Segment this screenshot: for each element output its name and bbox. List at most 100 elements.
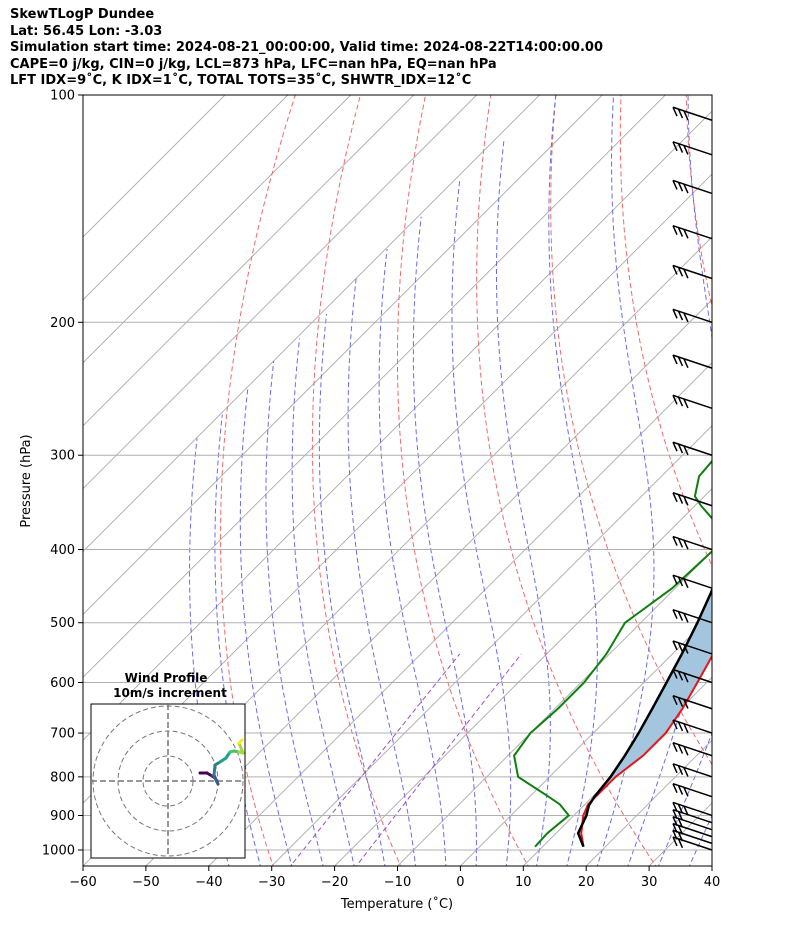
isotherm-line	[83, 95, 415, 427]
wind-barb-flag	[677, 721, 684, 732]
wind-barb-staff	[672, 441, 713, 456]
y-tick-label: 100	[50, 89, 75, 104]
indices-line-1: CAPE=0 j/kg, CIN=0 j/kg, LCL=873 hPa, LF…	[10, 56, 497, 72]
wind-barb-staff	[672, 308, 713, 323]
wind-barb-flag	[672, 830, 678, 840]
x-axis-label: Temperature (˚C)	[340, 896, 453, 912]
wind-barb-staff	[672, 829, 713, 845]
wind-barb-flag	[683, 787, 689, 797]
wind-barb-flag	[683, 183, 689, 194]
parcel-profile-line	[576, 587, 712, 848]
y-tick-label: 200	[50, 316, 75, 331]
wind-barb-flag	[672, 695, 678, 706]
wind-barb-flag	[677, 818, 684, 828]
x-tick-label: −40	[195, 875, 222, 890]
wind-barb	[672, 141, 713, 156]
wind-barb-flag	[677, 396, 684, 407]
wind-barb	[672, 441, 713, 456]
wind-barb-flag	[683, 613, 689, 623]
chart-title: SkewTLogP Dundee	[10, 7, 155, 22]
wind-barb-flag	[677, 671, 684, 681]
wind-barb	[672, 308, 713, 323]
wind-barb-flag	[677, 143, 684, 153]
wind-barb-flag	[677, 443, 684, 454]
wind-barb	[672, 574, 713, 589]
wind-barb-flag	[672, 106, 678, 117]
wind-barb	[672, 801, 713, 817]
isotherm-line	[396, 550, 712, 866]
dewpoint-profile-line	[513, 459, 712, 848]
dry-adiabat-line	[751, 95, 794, 869]
x-tick-label: 30	[641, 875, 658, 890]
wind-barb-flag	[683, 496, 689, 506]
wind-barb-flag	[683, 767, 689, 777]
inset-title: Wind Profile	[125, 671, 208, 685]
y-tick-label: 500	[50, 616, 75, 631]
wind-barb	[672, 816, 713, 831]
y-tick-label: 900	[50, 809, 75, 824]
isotherm-line	[271, 425, 712, 866]
wind-barb	[672, 394, 713, 410]
wind-barb-flag	[672, 783, 678, 794]
wind-barb-flag	[683, 578, 689, 589]
wind-barb-flag	[677, 838, 684, 849]
wind-barb-flag	[683, 268, 689, 279]
moist-adiabat-line	[412, 216, 477, 866]
location-line: Lat: 56.45 Lon: -3.03	[10, 23, 163, 39]
wind-barb-flag	[677, 697, 684, 707]
isotherm-line	[83, 95, 541, 553]
isotherm-line	[585, 739, 712, 866]
isotherm-line	[145, 299, 712, 866]
cin-shaded-area	[578, 590, 712, 847]
x-tick-label: 10	[515, 875, 532, 890]
wind-barb	[672, 224, 713, 240]
mixing-ratio-line	[355, 653, 522, 866]
wind-barb-flag	[677, 494, 684, 504]
wind-barb-flag	[677, 642, 684, 653]
wind-barb-flag	[677, 538, 684, 548]
wind-barb	[672, 763, 713, 778]
isotherm-line	[459, 613, 712, 866]
wind-barb	[672, 640, 713, 655]
wind-barb-flag	[672, 536, 678, 546]
wind-barb-flag	[683, 358, 689, 369]
wind-barb	[672, 719, 713, 734]
moist-adiabat-line	[451, 180, 512, 866]
wind-barb-staff	[672, 141, 713, 156]
wind-barb-flag	[677, 765, 684, 775]
wind-barb-flag	[672, 802, 678, 812]
wind-barb-flag	[677, 744, 684, 754]
wind-barb-staff	[672, 574, 713, 589]
hodograph-segment	[237, 738, 244, 745]
isotherm-line	[333, 487, 712, 866]
moist-adiabat-line	[239, 388, 293, 866]
wind-barb-flag	[683, 746, 689, 756]
wind-barb	[672, 829, 713, 845]
wind-barb-staff	[672, 719, 713, 734]
wind-barb-flag	[677, 227, 684, 237]
chart-header: SkewTLogP Dundee Lat: 56.45 Lon: -3.03 S…	[10, 7, 603, 90]
wind-barb-flag	[677, 825, 684, 835]
wind-barb-flag	[683, 445, 689, 456]
moist-adiabat-line	[378, 249, 447, 866]
wind-barb-staff	[672, 492, 713, 507]
wind-barb-flag	[672, 265, 678, 275]
wind-barb-flag	[683, 539, 689, 550]
wind-barb	[672, 668, 713, 684]
moist-adiabat-line	[347, 278, 417, 866]
hodograph-segment	[237, 741, 245, 755]
moist-adiabat-line	[265, 360, 324, 866]
wind-barb-staff	[672, 668, 713, 684]
wind-barb-staff	[672, 640, 713, 655]
y-tick-label: 400	[50, 543, 75, 558]
isotherm-line	[648, 802, 712, 866]
x-tick-label: −20	[321, 875, 348, 890]
isotherm-line	[772, 78, 794, 869]
wind-barb	[672, 264, 713, 280]
moist-adiabat-line	[495, 140, 551, 866]
wind-barb-staff	[672, 224, 713, 240]
wind-barb-staff	[672, 394, 713, 410]
dry-adiabat-line	[476, 95, 657, 866]
wind-barb	[672, 609, 713, 624]
wind-barb-flag	[677, 611, 684, 621]
